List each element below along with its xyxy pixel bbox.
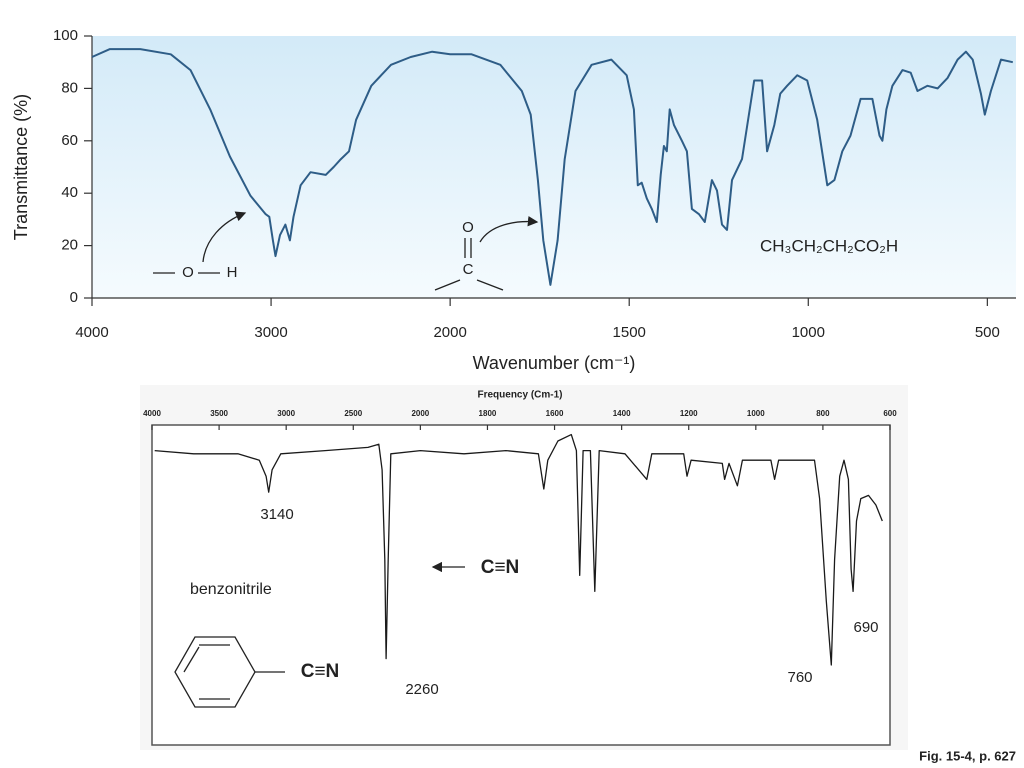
annotation: O bbox=[462, 219, 474, 236]
x-tick-label: 2000 bbox=[433, 324, 466, 341]
x-tick-label: 1000 bbox=[747, 409, 765, 418]
annotation: H bbox=[227, 264, 238, 281]
x-tick-label: 1400 bbox=[613, 409, 631, 418]
y-tick-label: 100 bbox=[53, 27, 78, 44]
annotation: O bbox=[182, 264, 194, 281]
annotation: C bbox=[463, 261, 474, 278]
x-tick-label: 3000 bbox=[277, 409, 295, 418]
caption: Fig. 15-4, p. 627 bbox=[919, 748, 1016, 763]
x-tick-label: 1000 bbox=[792, 324, 825, 341]
x-tick-label: 1800 bbox=[479, 409, 497, 418]
plot-area bbox=[92, 36, 1016, 298]
y-tick-label: 40 bbox=[61, 184, 78, 201]
y-tick-label: 0 bbox=[70, 289, 78, 306]
y-axis-title: Transmittance (%) bbox=[11, 94, 31, 240]
annotation: C≡N bbox=[301, 661, 340, 682]
x-tick-label: 2500 bbox=[344, 409, 362, 418]
peak-label: 690 bbox=[853, 619, 878, 636]
structure-lines bbox=[153, 211, 539, 708]
x-tick-label: 1200 bbox=[680, 409, 698, 418]
spectrum-line bbox=[154, 433, 883, 666]
x-tick-label: 1500 bbox=[613, 324, 646, 341]
x-axis-title: Frequency (Cm-1) bbox=[477, 390, 562, 401]
x-tick-label: 2000 bbox=[411, 409, 429, 418]
x-tick-label: 3000 bbox=[254, 324, 287, 341]
y-tick-label: 80 bbox=[61, 79, 78, 96]
y-tick-label: 60 bbox=[61, 132, 78, 149]
peak-label: 3140 bbox=[260, 506, 293, 523]
x-tick-label: 4000 bbox=[143, 409, 161, 418]
x-tick-label: 500 bbox=[975, 324, 1000, 341]
peak-label: 2260 bbox=[405, 681, 438, 698]
peak-label: 760 bbox=[787, 669, 812, 686]
annotation: C≡N bbox=[481, 557, 520, 578]
spectrum-line bbox=[91, 48, 1014, 286]
annotation: CH₃CH₂CH₂CO₂H bbox=[760, 236, 898, 255]
x-tick-label: 600 bbox=[883, 409, 897, 418]
plot-frame bbox=[151, 424, 891, 746]
x-tick-label: 800 bbox=[816, 409, 830, 418]
x-tick-label: 3500 bbox=[210, 409, 228, 418]
x-tick-label: 1600 bbox=[546, 409, 564, 418]
annotation: benzonitrile bbox=[190, 581, 272, 598]
x-tick-label: 4000 bbox=[75, 324, 108, 341]
x-axis-title: Wavenumber (cm⁻¹) bbox=[473, 353, 636, 373]
y-tick-label: 20 bbox=[61, 237, 78, 254]
